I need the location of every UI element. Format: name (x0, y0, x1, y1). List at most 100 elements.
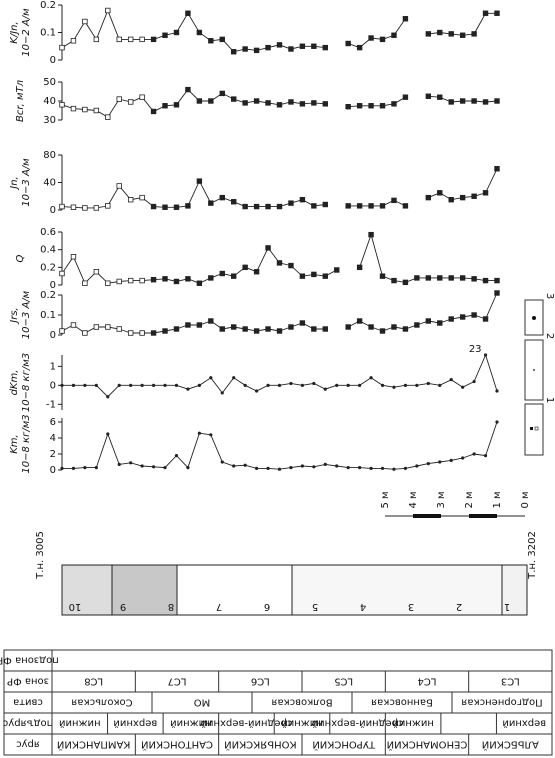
data-point (127, 277, 134, 284)
y-tick-label: 1 (50, 361, 56, 372)
data-point (402, 16, 409, 22)
data-point (151, 383, 156, 387)
data-point (232, 376, 236, 380)
data-point (322, 326, 328, 332)
data-point (70, 254, 77, 260)
data-point (358, 466, 362, 470)
data-line (62, 421, 498, 470)
data-point (208, 200, 214, 206)
data-point (379, 203, 386, 209)
data-point (276, 102, 283, 108)
data-point (299, 320, 306, 326)
data-point (311, 43, 317, 49)
data-point (415, 464, 419, 468)
row-header: подъярус (3, 718, 53, 729)
data-point (299, 101, 306, 107)
data-point (356, 318, 363, 324)
data-point (288, 46, 294, 52)
y-axis-label: Jn, (9, 176, 20, 190)
data-point (311, 100, 317, 106)
table-cell: КАМПАНСКИЙ (57, 739, 131, 752)
data-point (106, 432, 110, 436)
data-point (369, 376, 373, 380)
data-point (174, 454, 179, 458)
data-point (197, 431, 201, 435)
data-point (127, 196, 134, 203)
data-point (289, 381, 293, 386)
data-point (368, 231, 374, 238)
data-point (414, 275, 420, 281)
data-point (242, 326, 248, 332)
data-point (70, 322, 77, 328)
data-point (70, 105, 77, 112)
data-point (150, 36, 157, 43)
data-point (185, 10, 191, 16)
data-point (425, 275, 432, 281)
data-point (127, 330, 134, 336)
data-point (139, 277, 145, 284)
y-tick-label: 30 (43, 115, 56, 126)
data-point (83, 383, 87, 387)
data-point (461, 385, 465, 389)
legend-symbol (530, 427, 533, 430)
legend-symbol (534, 426, 539, 431)
data-point (356, 103, 363, 109)
data-point (471, 312, 477, 318)
data-point (185, 276, 191, 282)
data-point (415, 383, 419, 387)
y-tick-label: 40 (43, 178, 56, 189)
table-cell: средний-верхний (312, 718, 404, 729)
legend-label: 3 (544, 293, 555, 299)
data-point (243, 383, 247, 387)
data-point (472, 379, 476, 384)
data-line (61, 233, 497, 284)
data-point (459, 194, 466, 201)
data-point (495, 389, 499, 393)
data-point (59, 270, 65, 277)
y-tick-label: 0.6 (40, 227, 56, 238)
data-point (277, 467, 282, 471)
data-point (299, 43, 306, 49)
y-axis-label: Q (15, 254, 26, 262)
data-point (231, 49, 237, 55)
y-tick-label: 0.4 (40, 245, 56, 256)
table-cell: ТУРОНСКИЙ (312, 739, 376, 752)
data-point (106, 395, 110, 399)
row-header: подзона ФР (0, 655, 59, 666)
data-point (93, 205, 100, 211)
y-tick-label: 0.2 (40, 262, 56, 273)
data-point (448, 316, 454, 322)
legend-label: 1 (544, 397, 555, 403)
data-point (117, 462, 121, 466)
data-point (116, 96, 122, 102)
data-point (494, 290, 500, 296)
data-point (403, 383, 408, 387)
data-point (345, 104, 351, 110)
data-point (265, 203, 271, 210)
data-point (391, 324, 397, 330)
y-tick-label: 0.2 (40, 0, 56, 11)
data-point (356, 44, 363, 51)
data-point (483, 454, 488, 458)
data-point (129, 461, 133, 465)
data-point (162, 276, 168, 282)
data-point (276, 42, 283, 48)
data-point (471, 193, 477, 199)
data-point (437, 29, 443, 36)
table-cell: КОНЬЯКСКИЙ (224, 739, 296, 752)
data-point (494, 166, 500, 172)
legend-box (524, 339, 544, 401)
data-point (323, 462, 327, 466)
data-point (265, 326, 271, 332)
data-point (185, 86, 191, 93)
data-point (71, 383, 76, 387)
unit-label: 1 (504, 601, 510, 612)
y-tick-label: 6 (50, 417, 56, 428)
data-point (346, 383, 350, 387)
table-cell: Сокольская (71, 697, 132, 708)
data-point (494, 98, 500, 104)
data-point (425, 194, 432, 201)
unit-label: 9 (120, 601, 126, 612)
data-point (461, 456, 465, 460)
data-point (448, 31, 454, 37)
